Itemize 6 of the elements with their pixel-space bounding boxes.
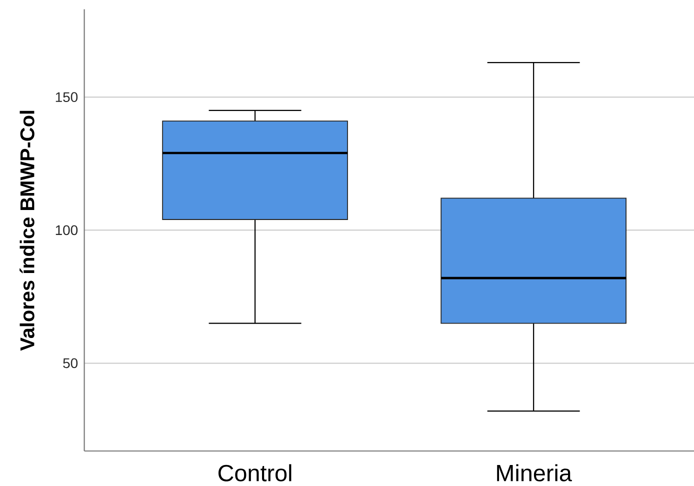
y-tick-label: 50 — [63, 358, 78, 368]
y-axis-title: Valores índice BMWP-Col — [20, 110, 34, 351]
y-tick-label: 100 — [56, 225, 78, 236]
x-tick-label: Mineria — [497, 464, 572, 482]
x-tick-label: Control — [218, 464, 292, 482]
y-tick-label: 150 — [56, 92, 78, 102]
